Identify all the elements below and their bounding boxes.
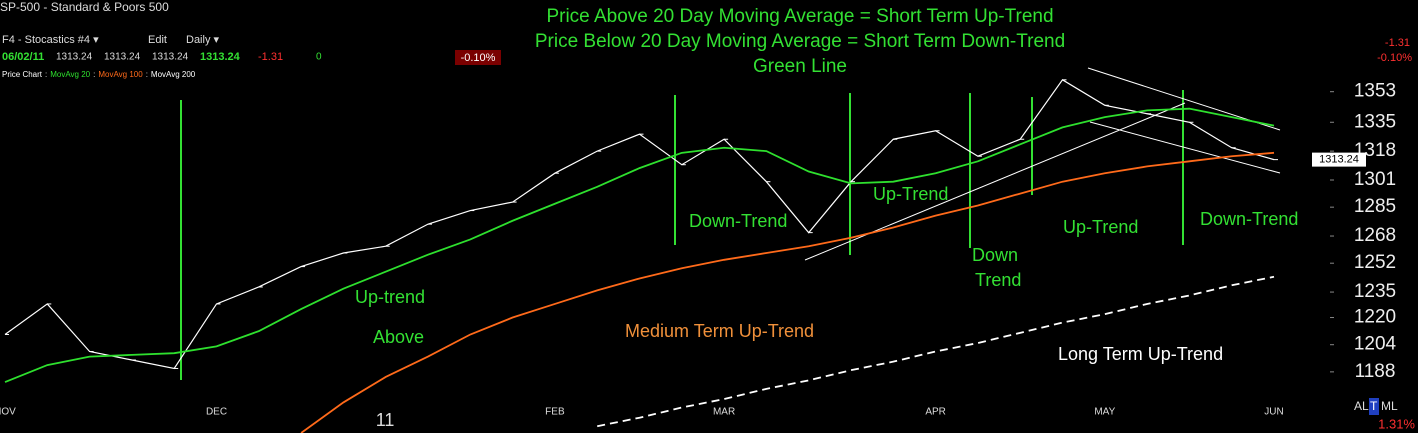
x-tick-label: MAY — [1094, 407, 1115, 418]
last-price-box — [1312, 152, 1366, 167]
series-line — [300, 151, 1275, 433]
trend-dividers — [180, 90, 1184, 380]
annotation: Up-Trend — [873, 184, 948, 204]
x-tick-label: NOV — [0, 407, 16, 418]
annotation: Down-Trend — [1200, 209, 1298, 229]
annotation: Above — [373, 327, 424, 347]
volume: 0 — [316, 52, 322, 63]
series-line — [597, 275, 1275, 428]
legend-entry: MovAvg 200 — [151, 70, 196, 79]
legend-separator: : — [45, 70, 47, 79]
close: 1313.24 — [200, 51, 241, 63]
low: 1313.24 — [152, 52, 189, 63]
legend-entry: MovAvg 100 — [98, 70, 143, 79]
y-tick-label: 1335 — [1354, 111, 1396, 132]
legend-entry: MovAvg 20 — [50, 70, 90, 79]
y-tick-label: 1285 — [1354, 196, 1396, 217]
y-tick-label: 1220 — [1354, 307, 1396, 328]
right-change-pct: -0.10% — [1377, 52, 1412, 64]
legend-separator: : — [93, 70, 95, 79]
last-price-label: 1313.24 — [1319, 154, 1359, 166]
x-tick-label: FEB — [545, 407, 565, 418]
change: -1.31 — [258, 51, 283, 63]
edit[interactable]: Edit — [148, 34, 167, 46]
y-tick-label: 1204 — [1354, 334, 1397, 355]
mode-t[interactable]: T — [1370, 399, 1378, 413]
x-tick-label: MAR — [713, 407, 735, 418]
annotation: Up-Trend — [1063, 217, 1138, 237]
annotation: Long Term Up-Trend — [1058, 344, 1223, 364]
x-tick-label: DEC — [206, 407, 227, 418]
mode-a[interactable]: AL — [1354, 399, 1369, 413]
high: 1313.24 — [104, 52, 141, 63]
change-pct: -0.10% — [461, 52, 496, 64]
annotation: Up-trend — [355, 287, 425, 307]
annotation: Down — [972, 245, 1018, 265]
chart-title: Price Below 20 Day Moving Average = Shor… — [535, 31, 1065, 52]
open: 1313.24 — [56, 52, 93, 63]
annotation: Down-Trend — [689, 211, 787, 231]
legend-separator: : — [146, 70, 148, 79]
y-tick-label: 1301 — [1354, 169, 1396, 190]
chart-title: Price Above 20 Day Moving Average = Shor… — [546, 6, 1053, 27]
right-change: -1.31 — [1385, 37, 1410, 49]
legend: Price Chart: MovAvg 20: MovAvg 100: MovAvg … — [2, 70, 196, 79]
study[interactable]: F4 - Stocastics #4 ▾ — [2, 34, 99, 46]
y-tick-label: 1353 — [1354, 81, 1396, 102]
chart-title: Green Line — [753, 56, 847, 77]
x-tick-label: APR — [925, 407, 946, 418]
y-tick-label: 1188 — [1355, 361, 1396, 382]
mode-highlight — [1369, 398, 1379, 415]
y-tick-label: 1268 — [1354, 225, 1396, 246]
symbol: SP-500 - Standard & Poors 500 — [0, 0, 169, 14]
x-tick-label: JUN — [1264, 407, 1283, 418]
series-line — [4, 107, 1275, 383]
annotation: Medium Term Up-Trend — [625, 321, 814, 341]
bottom-pct: 1.31% — [1378, 416, 1415, 431]
legend-entry: Price Chart — [2, 70, 43, 79]
x-tick-label: 11 — [376, 410, 395, 430]
y-tick-label: 1252 — [1354, 252, 1396, 273]
mode-ml[interactable]: ML — [1381, 399, 1398, 413]
annotation: Trend — [975, 270, 1021, 290]
y-tick-label: 1235 — [1354, 281, 1396, 302]
date: 06/02/11 — [2, 51, 44, 63]
change-box — [455, 50, 501, 65]
period[interactable]: Daily ▾ — [186, 34, 220, 46]
